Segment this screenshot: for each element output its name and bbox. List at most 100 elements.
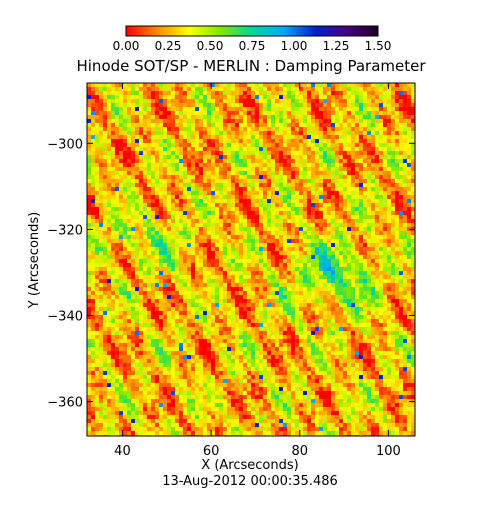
heatmap-cell [271, 271, 275, 275]
heatmap-cell [91, 83, 95, 87]
heatmap-cell [379, 99, 383, 103]
heatmap-cell [127, 155, 131, 159]
heatmap-cell [359, 295, 363, 299]
heatmap-cell [263, 155, 267, 159]
heatmap-cell [155, 183, 159, 187]
heatmap-cell [239, 303, 243, 307]
heatmap-cell [383, 147, 387, 151]
heatmap-cell [343, 255, 347, 259]
heatmap-cell [379, 255, 383, 259]
heatmap-cell [99, 115, 103, 119]
heatmap-cell [103, 279, 107, 283]
heatmap-cell [323, 127, 327, 131]
heatmap-cell [319, 167, 323, 171]
heatmap-cell [387, 259, 391, 263]
heatmap-cell [231, 199, 235, 203]
heatmap-cell [123, 219, 127, 223]
heatmap-cell [127, 295, 131, 299]
heatmap-cell [283, 267, 287, 271]
heatmap-cell [195, 147, 199, 151]
heatmap-cell [371, 303, 375, 307]
heatmap-cell [199, 275, 203, 279]
heatmap-cell [395, 311, 399, 315]
heatmap-cell [327, 215, 331, 219]
heatmap-cell [207, 179, 211, 183]
heatmap-cell [327, 115, 331, 119]
heatmap-cell [267, 247, 271, 251]
heatmap-cell [367, 279, 371, 283]
heatmap-cell [127, 91, 131, 95]
heatmap-cell [395, 111, 399, 115]
heatmap-cell [375, 211, 379, 215]
heatmap-cell [315, 91, 319, 95]
heatmap-cell [111, 299, 115, 303]
heatmap-cell [311, 123, 315, 127]
heatmap-cell [219, 187, 223, 191]
heatmap-cell [367, 103, 371, 107]
heatmap-cell [307, 207, 311, 211]
heatmap-cell [399, 147, 403, 151]
heatmap-cell [291, 207, 295, 211]
heatmap-cell [399, 171, 403, 175]
heatmap-cell [403, 147, 407, 151]
heatmap-cell [199, 215, 203, 219]
heatmap-cell [127, 187, 131, 191]
heatmap-cell [327, 223, 331, 227]
heatmap-cell [263, 127, 267, 131]
heatmap-cell [335, 83, 339, 87]
heatmap-cell [359, 283, 363, 287]
heatmap-cell [291, 211, 295, 215]
heatmap-cell [163, 307, 167, 311]
heatmap-cell [287, 243, 291, 247]
heatmap-cell [387, 291, 391, 295]
heatmap-cell [127, 163, 131, 167]
heatmap-cell [195, 119, 199, 123]
heatmap-cell [239, 183, 243, 187]
heatmap-cell [91, 223, 95, 227]
heatmap-cell [399, 259, 403, 263]
heatmap-cell [311, 315, 315, 319]
heatmap-cell [223, 219, 227, 223]
heatmap-cell [167, 227, 171, 231]
heatmap-cell [379, 315, 383, 319]
heatmap-cell [195, 179, 199, 183]
heatmap-cell [227, 167, 231, 171]
heatmap-cell [387, 171, 391, 175]
heatmap-cell [319, 219, 323, 223]
heatmap-cell [319, 91, 323, 95]
heatmap-cell [375, 267, 379, 271]
heatmap-cell [299, 175, 303, 179]
heatmap-cell [351, 171, 355, 175]
heatmap-cell [367, 95, 371, 99]
heatmap-cell [223, 291, 227, 295]
heatmap-cell [215, 203, 219, 207]
heatmap-cell [239, 279, 243, 283]
heatmap-cell [379, 135, 383, 139]
heatmap-cell [283, 223, 287, 227]
heatmap-cell [311, 191, 315, 195]
heatmap-cell [279, 283, 283, 287]
heatmap-cell [235, 175, 239, 179]
heatmap-cell [359, 279, 363, 283]
heatmap-cell [335, 227, 339, 231]
heatmap-cell [347, 315, 351, 319]
heatmap-cell [343, 295, 347, 299]
heatmap-cell [147, 263, 151, 267]
heatmap-cell [367, 183, 371, 187]
heatmap-cell [191, 95, 195, 99]
heatmap-cell [203, 187, 207, 191]
heatmap-cell [311, 175, 315, 179]
heatmap-cell [259, 227, 263, 231]
heatmap-cell [183, 247, 187, 251]
heatmap-cell [187, 311, 191, 315]
heatmap-cell [407, 183, 411, 187]
heatmap-cell [107, 171, 111, 175]
heatmap-cell [155, 311, 159, 315]
heatmap-cell [107, 179, 111, 183]
heatmap-cell [191, 135, 195, 139]
heatmap-cell [299, 171, 303, 175]
heatmap-cell [203, 291, 207, 295]
heatmap-cell [311, 319, 315, 323]
heatmap-cell [395, 263, 399, 267]
heatmap-cell [147, 219, 151, 223]
